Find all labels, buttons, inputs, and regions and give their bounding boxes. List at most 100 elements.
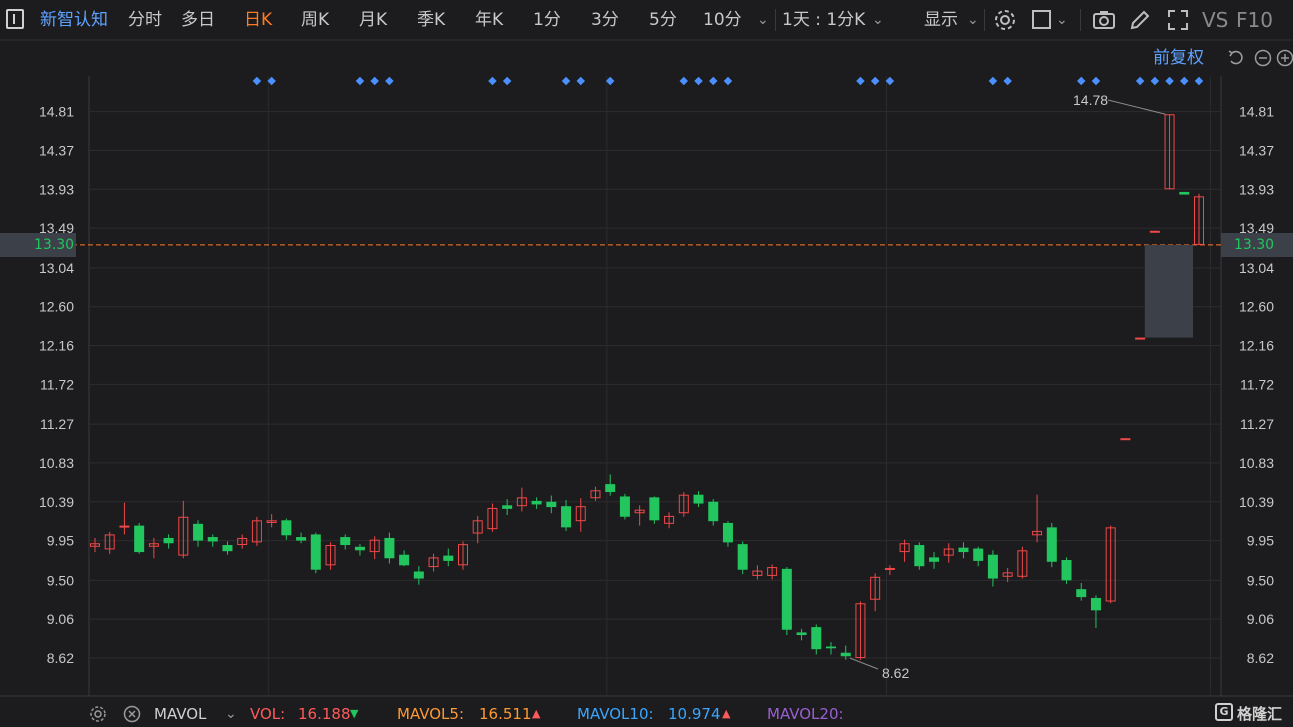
display-chevron-down-icon[interactable]: ⌄ — [967, 12, 979, 28]
display-menu[interactable]: 显示 — [924, 10, 958, 30]
candle-body-down — [649, 497, 660, 521]
y-tick-label-right: 13.49 — [1239, 220, 1274, 236]
candle-body-up — [472, 520, 483, 534]
y-tick-label-left: 10.39 — [39, 494, 74, 510]
period-tab-8[interactable]: 3分 — [591, 10, 619, 30]
candle-body-up — [1149, 230, 1160, 233]
interval-chevron-down-icon[interactable]: ⌄ — [872, 12, 884, 28]
interval-select[interactable]: 1天 : 1分K — [782, 10, 866, 30]
candle-body-down — [1046, 527, 1057, 562]
high-annotation-leader — [1107, 99, 1166, 115]
candle-body-down — [296, 537, 307, 541]
gelonghui-logo-icon: G — [1215, 703, 1233, 721]
indicator-chevron-down-icon[interactable]: ⌄ — [225, 706, 237, 722]
current-price-tag-left: 13.30 — [0, 233, 76, 257]
mavol5-value: 16.511 — [479, 705, 532, 723]
y-tick-label-left: 11.72 — [40, 376, 74, 392]
candle-body-down — [384, 537, 395, 559]
y-tick-label-left: 12.16 — [39, 338, 74, 354]
indicator-close-icon[interactable] — [123, 705, 141, 723]
period-chevron-down-icon[interactable]: ⌄ — [757, 12, 769, 28]
event-marker-diamond — [856, 76, 865, 86]
candle-body-up — [590, 490, 601, 499]
period-tab-4[interactable]: 月K — [359, 10, 388, 30]
event-marker-diamond — [355, 76, 365, 86]
f10-button[interactable]: F10 — [1236, 8, 1273, 32]
candle-body-down — [693, 494, 704, 504]
event-marker-diamond — [1150, 76, 1160, 86]
pencil-icon[interactable] — [1128, 8, 1152, 32]
current-price-tag-right: 13.30 — [1221, 233, 1293, 257]
period-tab-7[interactable]: 1分 — [533, 10, 561, 30]
period-tab-6[interactable]: 年K — [475, 10, 504, 30]
divider — [1080, 9, 1081, 31]
period-tab-5[interactable]: 季K — [417, 10, 446, 30]
low-annotation-leader — [849, 657, 879, 670]
candle-body-down — [811, 627, 822, 650]
candle-body-up — [90, 543, 100, 547]
candle-body-down — [193, 523, 204, 541]
event-marker-diamond — [267, 76, 276, 86]
candle-body-up — [752, 570, 763, 576]
candlestick-chart[interactable]: 14.81 14.81 14.37 14.37 13.93 13.93 13.49 13.49… — [0, 0, 1293, 700]
event-marker-diamond — [723, 76, 733, 86]
candle-body-down — [840, 652, 851, 657]
y-tick-label-left: 10.83 — [39, 455, 74, 471]
candle-body-up — [664, 515, 675, 524]
candle-body-up — [104, 534, 115, 550]
mavol5-up-arrow-icon: ▲ — [532, 707, 541, 720]
undo-icon[interactable] — [1227, 49, 1245, 67]
event-marker-diamond — [502, 76, 512, 86]
candle-body-down — [531, 500, 542, 505]
camera-icon[interactable] — [1092, 8, 1116, 32]
mavol10-value: 10.974 — [668, 705, 721, 723]
zoom-out-icon[interactable] — [1254, 49, 1272, 67]
fullscreen-icon[interactable] — [1166, 8, 1190, 32]
y-tick-label-right: 14.81 — [1239, 104, 1274, 120]
candle-body-down — [222, 545, 233, 552]
indicator-settings-gear-icon[interactable] — [89, 705, 107, 723]
candle-body-down — [1061, 560, 1072, 581]
indicator-bar: MAVOL ⌄ VOL: 16.188 ▼ MAVOL5: 16.511 ▲ M… — [0, 701, 1293, 727]
candle-body-up — [1120, 438, 1131, 441]
layout-square-icon[interactable] — [1032, 10, 1051, 29]
vs-compare-button[interactable]: VS — [1202, 8, 1229, 32]
period-tab-9[interactable]: 5分 — [649, 10, 677, 30]
candle-body-down — [781, 568, 792, 630]
y-tick-label-left: 12.60 — [39, 299, 74, 315]
candle-body-down — [502, 505, 513, 509]
candle-body-up — [855, 603, 866, 659]
candle-body-up — [884, 567, 895, 570]
stock-name[interactable]: 新智认知 — [40, 10, 108, 30]
candle-body-down — [134, 525, 145, 553]
indicator-name[interactable]: MAVOL — [154, 705, 207, 723]
low-annotation: 8.62 — [882, 665, 909, 681]
candle-body-up — [266, 520, 277, 523]
period-tab-0[interactable]: 分时 — [128, 10, 162, 30]
candle-body-up — [1017, 550, 1028, 577]
vol-value: 16.188 — [298, 705, 351, 723]
candle-body-up — [1002, 572, 1013, 577]
event-marker-diamond — [385, 76, 394, 86]
period-tab-2[interactable]: 日K — [244, 10, 273, 30]
candle-body-up — [575, 506, 586, 522]
period-tab-10[interactable]: 10分 — [703, 10, 742, 30]
candle-body-down — [708, 501, 719, 522]
candle-body-down — [796, 632, 807, 636]
candle-body-down — [281, 520, 292, 536]
event-marker-diamond — [370, 76, 379, 86]
settings-gear-icon[interactable] — [993, 8, 1017, 32]
price-adjust-select[interactable]: 前复权 — [1153, 48, 1204, 68]
event-marker-diamond — [708, 76, 718, 86]
candle-body-down — [929, 557, 940, 562]
event-marker-diamond — [1165, 76, 1174, 86]
sidebar-toggle-icon[interactable] — [6, 9, 24, 29]
period-tab-1[interactable]: 多日 — [181, 10, 215, 30]
period-tab-3[interactable]: 周K — [301, 10, 330, 30]
y-tick-label-right: 9.06 — [1247, 611, 1274, 627]
candle-body-down — [914, 545, 925, 567]
layout-chevron-down-icon[interactable]: ⌄ — [1056, 12, 1068, 28]
y-tick-label-left: 13.49 — [39, 220, 74, 236]
candle-body-up — [369, 539, 380, 553]
event-marker-diamond — [1194, 76, 1204, 86]
